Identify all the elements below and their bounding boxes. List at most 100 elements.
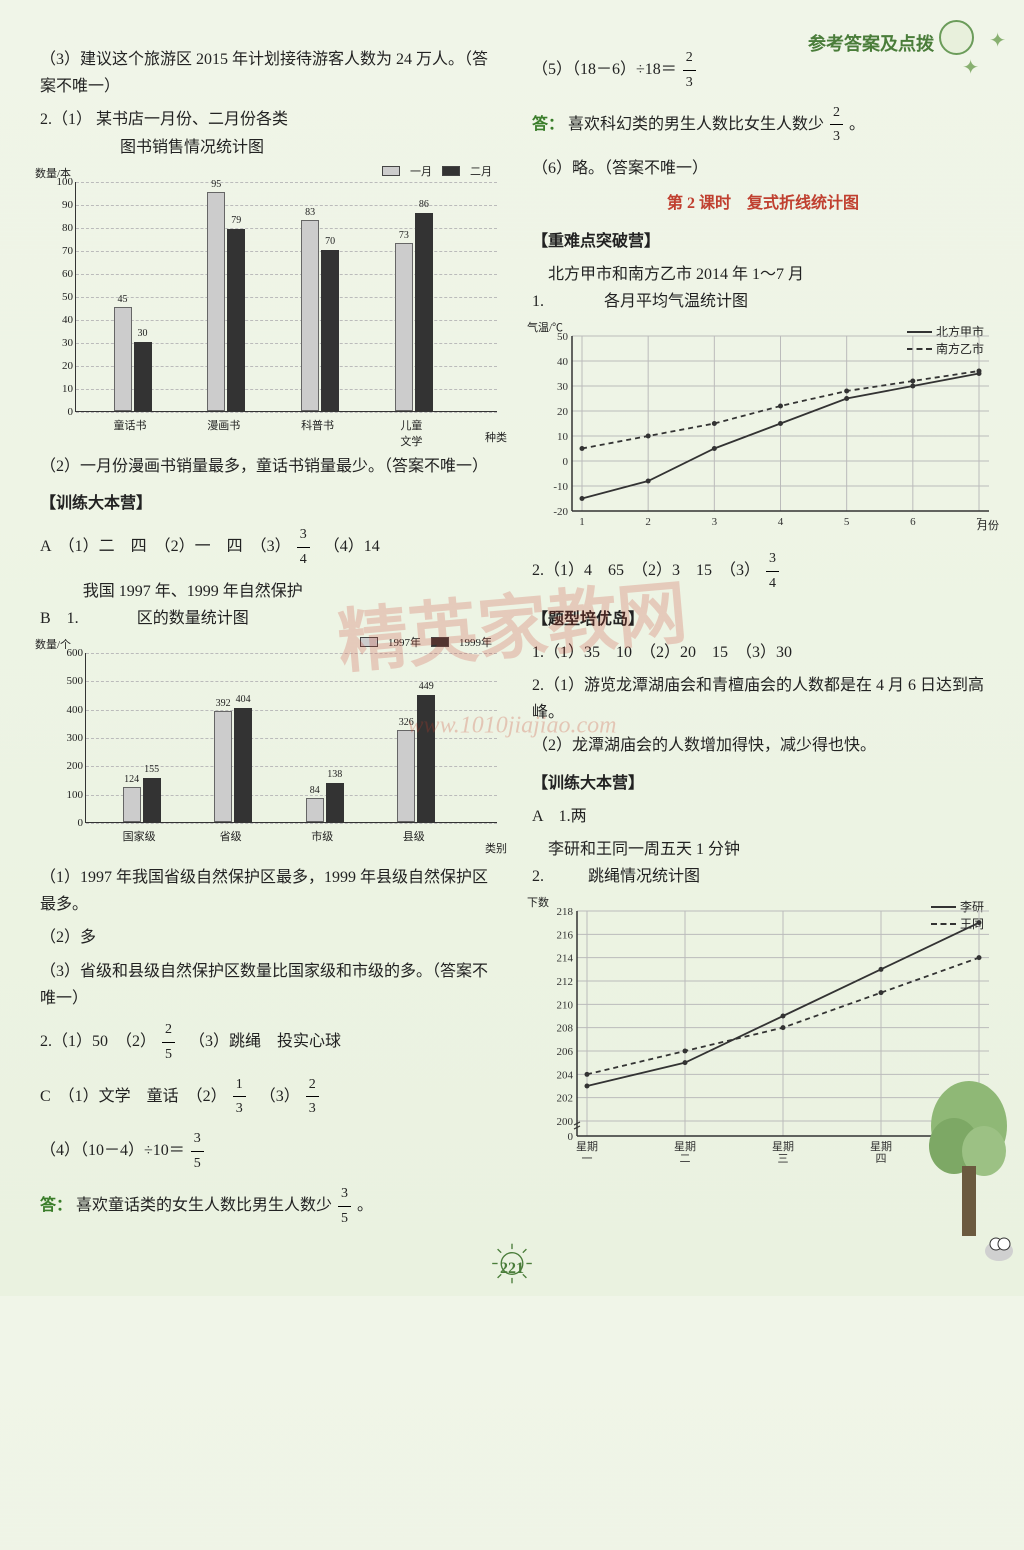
text: （6）略。（答案不唯一）	[532, 155, 994, 182]
text: 1. 北方甲市和南方乙市 2014 年 1～7 月 各月平均气温统计图	[532, 261, 994, 315]
section-heading: 【题型培优岛】	[532, 606, 994, 633]
svg-text:214: 214	[557, 953, 574, 965]
left-column: （3）建议这个旅游区 2015 年计划接待游客人数为 24 万人。（答案不唯一）…	[40, 40, 502, 1236]
chart-legend: 一月 二月	[382, 163, 492, 179]
page-number: 221	[500, 1260, 524, 1278]
svg-text:204: 204	[557, 1070, 574, 1082]
moon-decoration	[939, 20, 974, 55]
legend-label: 1999年	[459, 634, 492, 650]
answer-text: 答： 喜欢童话类的女生人数比男生人数少 35 。	[40, 1182, 502, 1231]
svg-text:2: 2	[645, 516, 651, 528]
text: （4）14	[316, 538, 380, 555]
chart-title: 某书店一月份、二月份各类	[96, 111, 288, 128]
text: 喜欢童话类的女生人数比男生人数少	[76, 1197, 332, 1214]
star-decoration: ✦	[962, 55, 979, 80]
svg-text:216: 216	[557, 930, 574, 942]
chart-title: 区的数量统计图	[137, 610, 249, 627]
line-chart-temperature: 气温/℃ 北方甲市 南方乙市 -20-10010203040501234567 …	[532, 321, 994, 541]
line-chart-svg: -20-10010203040501234567	[572, 336, 989, 511]
svg-text:212: 212	[557, 976, 574, 988]
page-header-title: 参考答案及点拨	[808, 30, 934, 56]
x-axis-label: 类别	[485, 840, 507, 856]
text: （4）（10－4）÷10＝	[40, 1142, 185, 1159]
svg-text:星期三: 星期三	[772, 1140, 794, 1165]
answer-text: 答： 喜欢科幻类的男生人数比女生人数少 23 。	[532, 101, 994, 150]
section-heading: 【重难点突破营】	[532, 228, 994, 255]
svg-text:50: 50	[557, 331, 569, 343]
svg-text:-20: -20	[553, 506, 568, 518]
text: 。	[849, 116, 865, 133]
text: （2）龙潭湖庙会的人数增加得快，减少得也快。	[532, 732, 994, 759]
text: A 1.两	[532, 803, 994, 830]
text: A （1）二 四 （2）一 四 （3） 34 （4）14	[40, 523, 502, 572]
x-axis-label: 月份	[977, 517, 999, 533]
chart-title: 跳绳情况统计图	[588, 868, 700, 885]
star-decoration: ✦	[989, 28, 1006, 53]
lesson-heading: 第 2 课时 复式折线统计图	[532, 190, 994, 217]
x-axis-label: 种类	[485, 429, 507, 445]
tree-decoration	[924, 1066, 1014, 1266]
svg-text:202: 202	[557, 1093, 574, 1105]
text: C （1）文学 童话 （2） 13 （3） 23	[40, 1073, 502, 1122]
svg-text:208: 208	[557, 1023, 574, 1035]
y-axis-label: 下数	[527, 894, 549, 910]
svg-text:218: 218	[557, 906, 574, 918]
svg-text:210: 210	[557, 1000, 574, 1012]
text: 2.（1）4 65 （2）3 15 （3） 34	[532, 547, 994, 596]
text: B 1. 我国 1997 年、1999 年自然保护 区的数量统计图	[40, 578, 502, 632]
label: 1.	[532, 293, 544, 310]
legend-label: 一月	[410, 163, 432, 179]
svg-text:星期二: 星期二	[674, 1140, 696, 1165]
svg-text:10: 10	[557, 431, 569, 443]
text: 2.（1） 某书店一月份、二月份各类 图书销售情况统计图	[40, 106, 502, 160]
text: C （1）文学 童话 （2）	[40, 1088, 227, 1105]
svg-text:-10: -10	[553, 481, 568, 493]
section-heading: 【训练大本营】	[40, 490, 502, 517]
text: （3）跳绳 投实心球	[181, 1033, 341, 1050]
text: （2）多	[40, 924, 502, 951]
chart-title: 我国 1997 年、1999 年自然保护	[83, 583, 303, 600]
chart-title: 李研和王同一周五天 1 分钟	[548, 841, 740, 858]
svg-text:6: 6	[910, 516, 916, 528]
text: 2. 李研和王同一周五天 1 分钟 跳绳情况统计图	[532, 836, 994, 890]
bar-chart-bookstore: 数量/本 一月 二月 01020304050607080901004530957…	[40, 167, 502, 447]
text: （2）一月份漫画书销量最多，童话书销量最少。（答案不唯一）	[40, 453, 502, 480]
text: （3）建议这个旅游区 2015 年计划接待游客人数为 24 万人。（答案不唯一）	[40, 46, 502, 100]
answer-label: 答：	[532, 116, 564, 133]
text: 。	[357, 1197, 373, 1214]
svg-text:5: 5	[844, 516, 850, 528]
text: 2.（1）4 65 （2）3 15 （3）	[532, 562, 760, 579]
text: （3）省级和县级自然保护区数量比国家级和市级的多。（答案不唯一）	[40, 958, 502, 1012]
chart-title: 图书销售情况统计图	[120, 139, 264, 156]
svg-text:0: 0	[563, 456, 569, 468]
chart-title: 北方甲市和南方乙市 2014 年 1～7 月	[548, 266, 804, 283]
legend-label: 1997年	[388, 634, 421, 650]
svg-text:3: 3	[712, 516, 718, 528]
section-heading: 【训练大本营】	[532, 770, 994, 797]
text: 喜欢科幻类的男生人数比女生人数少	[568, 116, 824, 133]
chart-legend: 1997年 1999年	[360, 634, 492, 650]
text: 2.（1）50 （2）	[40, 1033, 156, 1050]
svg-text:40: 40	[557, 356, 569, 368]
right-column: （5）（18－6）÷18＝ 2 3 答： 喜欢科幻类的男生人数比女生人数少 23 …	[532, 40, 994, 1236]
svg-text:206: 206	[557, 1046, 574, 1058]
label: B 1.	[40, 610, 79, 627]
chart-title: 各月平均气温统计图	[604, 293, 748, 310]
svg-text:星期四: 星期四	[870, 1140, 892, 1165]
svg-text:30: 30	[557, 381, 569, 393]
svg-text:0: 0	[568, 1131, 574, 1143]
legend-label: 二月	[470, 163, 492, 179]
text: （3）	[252, 1088, 300, 1105]
label: 2.（1）	[40, 111, 92, 128]
svg-text:星期一: 星期一	[576, 1140, 598, 1165]
svg-text:20: 20	[557, 406, 569, 418]
text: （5）（18－6）÷18＝	[532, 61, 677, 78]
text: 2.（1）50 （2） 25 （3）跳绳 投实心球	[40, 1018, 502, 1067]
svg-text:200: 200	[557, 1116, 574, 1128]
text: A （1）二 四 （2）一 四 （3）	[40, 538, 291, 555]
text: （1）1997 年我国省级自然保护区最多，1999 年县级自然保护区最多。	[40, 864, 502, 918]
text: 2.（1）游览龙潭湖庙会和青檀庙会的人数都是在 4 月 6 日达到高峰。	[532, 672, 994, 726]
text: （4）（10－4）÷10＝ 35	[40, 1127, 502, 1176]
label: 2.	[532, 868, 544, 885]
svg-text:4: 4	[778, 516, 784, 528]
